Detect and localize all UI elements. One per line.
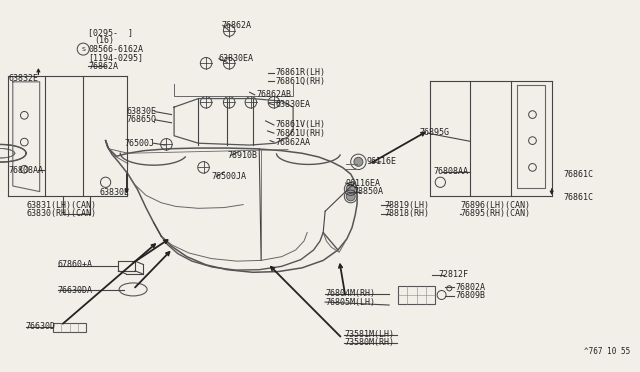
Text: 76896(LH)(CAN): 76896(LH)(CAN) bbox=[461, 201, 531, 210]
Text: [1194-0295]: [1194-0295] bbox=[88, 53, 143, 62]
Text: (16): (16) bbox=[95, 36, 115, 45]
Text: S: S bbox=[81, 46, 85, 52]
Text: 63830E: 63830E bbox=[127, 107, 157, 116]
Text: 76808AA: 76808AA bbox=[8, 166, 44, 175]
Text: 67860+A: 67860+A bbox=[58, 260, 93, 269]
Bar bbox=[53, 323, 86, 332]
Text: 76500J: 76500J bbox=[125, 139, 155, 148]
Text: 78818(RH): 78818(RH) bbox=[384, 209, 429, 218]
Text: 76862AB: 76862AB bbox=[256, 90, 291, 99]
Text: 76862AA: 76862AA bbox=[275, 138, 310, 147]
Circle shape bbox=[346, 192, 355, 201]
Text: 76862A: 76862A bbox=[221, 21, 252, 30]
Text: 72812F: 72812F bbox=[438, 270, 468, 279]
Text: 76809B: 76809B bbox=[456, 291, 486, 300]
Text: 63831(LH)(CAN): 63831(LH)(CAN) bbox=[27, 201, 97, 210]
Text: 76861U(RH): 76861U(RH) bbox=[275, 129, 325, 138]
Text: 76861R(LH): 76861R(LH) bbox=[275, 68, 325, 77]
Text: 76895G: 76895G bbox=[419, 128, 449, 137]
Text: 76895(RH)(CAN): 76895(RH)(CAN) bbox=[461, 209, 531, 218]
Text: ^767 10 55: ^767 10 55 bbox=[584, 347, 630, 356]
Circle shape bbox=[354, 157, 363, 166]
Text: 96116E: 96116E bbox=[366, 157, 396, 166]
Text: 78910B: 78910B bbox=[227, 151, 257, 160]
Text: 76861C: 76861C bbox=[563, 170, 593, 179]
Text: 76630D: 76630D bbox=[26, 322, 56, 331]
Text: 63830E: 63830E bbox=[99, 188, 129, 197]
Text: 76861C: 76861C bbox=[563, 193, 593, 202]
Text: 76630DA: 76630DA bbox=[58, 286, 93, 295]
Text: 76805M(LH): 76805M(LH) bbox=[325, 298, 375, 307]
Text: 63832E: 63832E bbox=[8, 74, 38, 83]
Text: 96116EA: 96116EA bbox=[346, 179, 381, 187]
Circle shape bbox=[346, 185, 355, 193]
Text: 76861V(LH): 76861V(LH) bbox=[275, 121, 325, 129]
Text: 73580M(RH): 73580M(RH) bbox=[344, 339, 394, 347]
Text: [0295-  ]: [0295- ] bbox=[88, 28, 133, 37]
Text: 63830EA: 63830EA bbox=[219, 54, 254, 63]
Text: 78850A: 78850A bbox=[353, 187, 383, 196]
Text: 76500JA: 76500JA bbox=[211, 172, 246, 181]
Text: 76862A: 76862A bbox=[88, 62, 118, 71]
Text: 78819(LH): 78819(LH) bbox=[384, 201, 429, 210]
Text: 63830(RH)(CAN): 63830(RH)(CAN) bbox=[27, 209, 97, 218]
Text: 76865Q: 76865Q bbox=[127, 115, 157, 124]
Text: 76802A: 76802A bbox=[456, 283, 486, 292]
Bar bbox=[398, 286, 435, 304]
Text: 76804M(RH): 76804M(RH) bbox=[325, 289, 375, 298]
Text: 08566-6162A: 08566-6162A bbox=[88, 45, 143, 54]
Text: 76808AA: 76808AA bbox=[434, 167, 469, 176]
Text: 63830EA: 63830EA bbox=[275, 100, 310, 109]
Text: 73581M(LH): 73581M(LH) bbox=[344, 330, 394, 339]
Text: 76861Q(RH): 76861Q(RH) bbox=[275, 77, 325, 86]
